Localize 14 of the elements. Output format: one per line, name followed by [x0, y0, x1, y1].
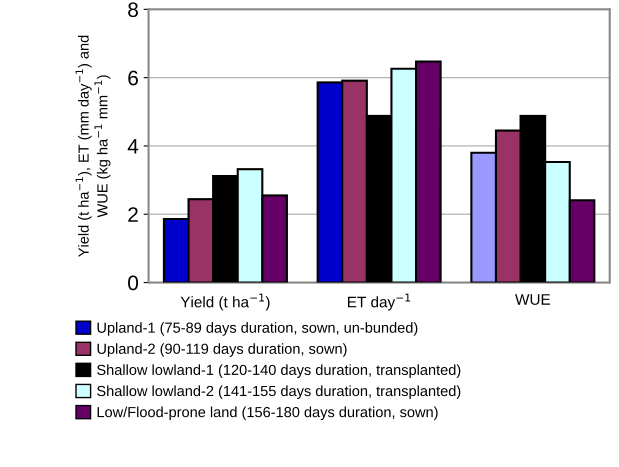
y-tick-label: 4	[128, 139, 138, 154]
legend-label: Upland-2 (90-119 days duration, sown)	[98, 343, 347, 357]
y-tick-label: 6	[128, 70, 138, 86]
x-tick-label: ET day$^{−1}$	[348, 294, 410, 310]
legend-label: Shallow lowland-1 (120-140 days duration, transplanted)	[97, 364, 460, 378]
text: Yield (t ha$^{−1}$), ET (mm day$^{−1}$) and WUE (kg ha$^{−1}$ mm$^{−1}$)	[76, 36, 110, 257]
y-tick-label: 8	[128, 2, 138, 18]
legend-label: Low/Flood-prone land (156-180 days duration, sown)	[98, 406, 438, 420]
x-tick-label: WUE	[515, 294, 550, 305]
y-tick-label: 2	[128, 207, 138, 222]
legend-label: Shallow lowland-2 (141-155 days duration, transplanted)	[97, 385, 460, 400]
legend-label: Upland-1 (75-89 days duration, sown, un-bunded)	[98, 322, 418, 336]
y-tick-label: 0	[128, 276, 138, 290]
x-tick-label: Yield (t ha$^{−1}$)	[180, 294, 270, 310]
